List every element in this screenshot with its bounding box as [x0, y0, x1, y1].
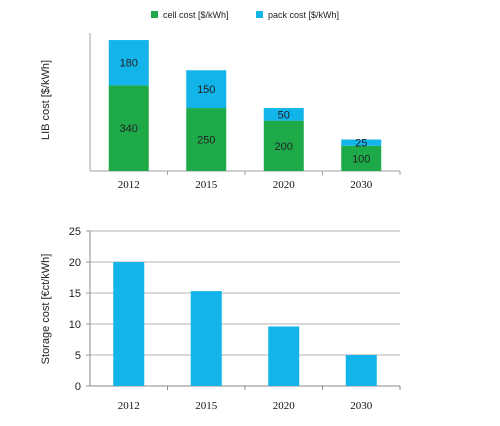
bottom-bar-2030	[345, 355, 377, 386]
legend-label-cell-cost: cell cost [$/kWh]	[163, 10, 229, 20]
top-bar-cell-2030	[341, 145, 382, 171]
top-plot-area: 340 180 2012 250 150 2015 200 50 2020 100 25 2030	[89, 33, 401, 191]
top-data-label-pack-2012: 180	[120, 58, 138, 70]
legend-swatch-cell-cost	[151, 11, 158, 18]
bottom-bar-2015	[190, 291, 222, 386]
legend-label-pack-cost: pack cost [$/kWh]	[268, 10, 339, 20]
bottom-x-tick-label-2012: 2012	[118, 400, 140, 412]
top-legend: cell cost [$/kWh] pack cost [$/kWh]	[151, 10, 339, 20]
legend-swatch-pack-cost	[256, 11, 263, 18]
bottom-x-tick-label-2020: 2020	[273, 400, 296, 412]
top-bar-cell-2020	[263, 120, 304, 171]
top-bar-cell-2015	[186, 108, 227, 171]
bottom-y-tick-label: 20	[69, 257, 81, 269]
top-data-label-cell-2015: 250	[197, 135, 215, 147]
top-bar-pack-2020	[263, 108, 304, 121]
bottom-y-tick-label: 15	[69, 288, 81, 300]
top-bar-pack-2012	[108, 40, 149, 86]
top-data-label-pack-2020: 50	[278, 109, 290, 121]
top-bar-pack-2015	[186, 70, 227, 109]
top-chart: cell cost [$/kWh] pack cost [$/kWh] LIB …	[40, 10, 401, 191]
bottom-y-tick-label: 10	[69, 319, 81, 331]
bottom-y-axis-label: Storage cost [€ct/kWh]	[40, 254, 52, 365]
top-bar-pack-2030	[341, 139, 382, 146]
top-y-axis-label: LIB cost [$/kWh]	[40, 60, 52, 140]
top-x-tick-label-2015: 2015	[195, 179, 218, 191]
top-data-label-cell-2020: 200	[275, 141, 293, 153]
top-data-label-cell-2030: 100	[352, 153, 370, 165]
bottom-y-tick-label: 0	[75, 381, 81, 393]
bottom-x-tick-label-2015: 2015	[195, 400, 218, 412]
top-data-label-cell-2012: 340	[120, 123, 138, 135]
top-bar-cell-2012	[108, 85, 149, 171]
bottom-bar-2020	[268, 326, 300, 386]
bottom-y-tick-label: 25	[69, 226, 81, 238]
top-x-tick-label-2030: 2030	[350, 179, 373, 191]
bottom-chart: Storage cost [€ct/kWh] 0 5 10 15 20 25 2012 201…	[40, 226, 401, 412]
top-x-tick-label-2020: 2020	[273, 179, 296, 191]
bottom-x-tick-label-2030: 2030	[350, 400, 373, 412]
bottom-bar-2012	[113, 262, 145, 386]
top-data-label-pack-2015: 150	[197, 84, 215, 96]
bottom-plot-area: 0 5 10 15 20 25 2012 2015 2020 2030	[69, 226, 401, 412]
bottom-y-tick-label: 5	[75, 350, 81, 362]
top-data-label-pack-2030: 25	[355, 138, 367, 150]
top-x-tick-label-2012: 2012	[118, 179, 140, 191]
